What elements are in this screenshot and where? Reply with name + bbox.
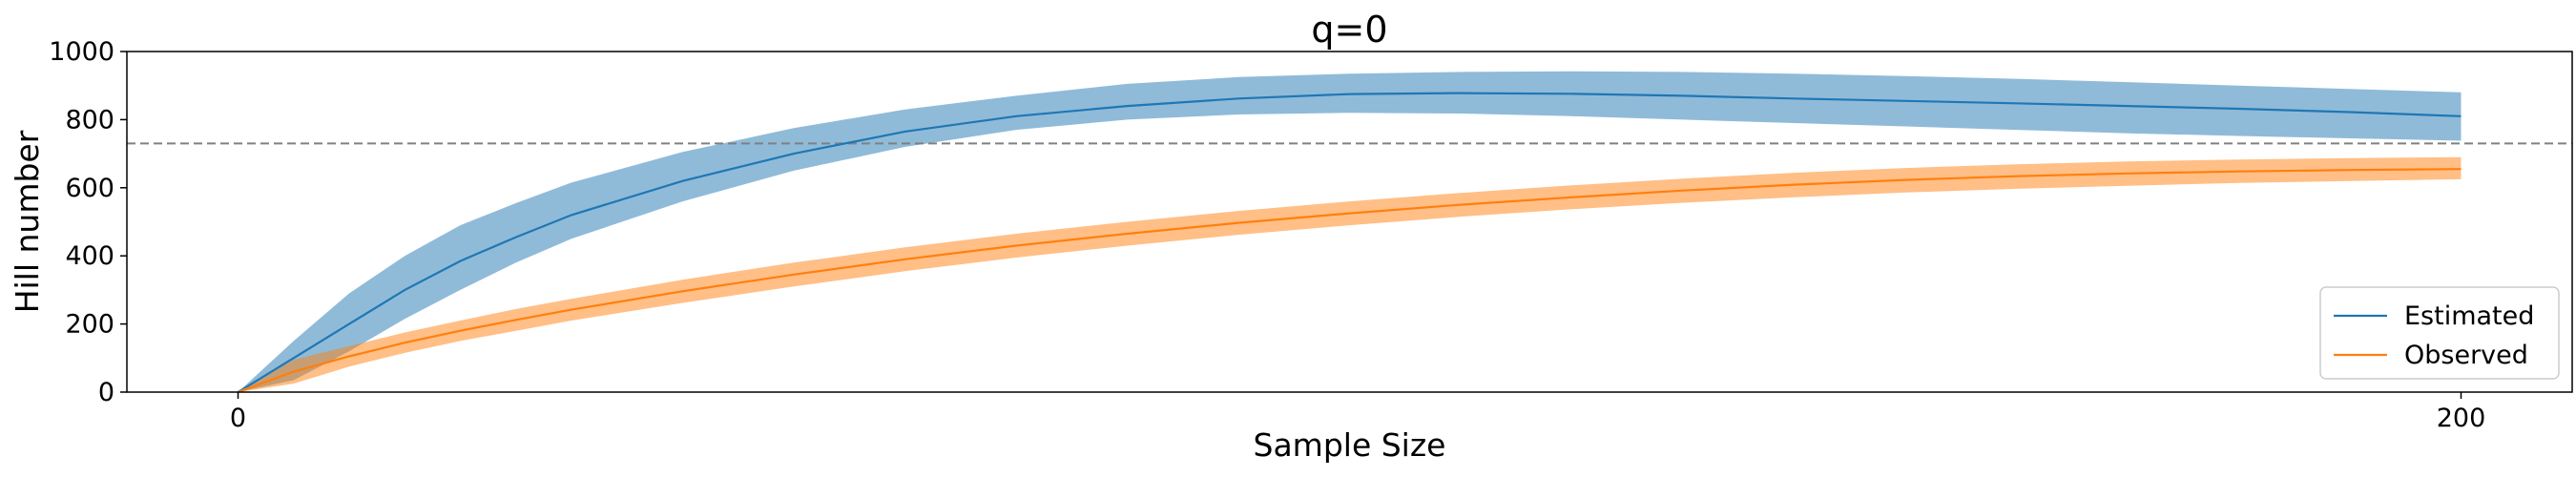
- series-lines: [237, 92, 2462, 394]
- chart-title: q=0: [1311, 9, 1387, 51]
- line-estimated: [237, 92, 2462, 393]
- x-axis-label: Sample Size: [1254, 426, 1446, 464]
- y-tick-label: 600: [65, 174, 114, 203]
- band-estimated: [238, 71, 2462, 392]
- legend: Estimated Observed: [2319, 286, 2560, 380]
- y-tick-label: 1000: [49, 37, 114, 67]
- band-observed: [238, 156, 2462, 392]
- legend-label-observed: Observed: [2404, 341, 2528, 370]
- y-tick-label: 800: [65, 105, 114, 135]
- confidence-bands: [238, 71, 2462, 392]
- x-axis-ticks: 0 200: [230, 392, 2485, 433]
- x-tick-label: 200: [2437, 404, 2486, 433]
- y-axis-label: Hill number: [9, 130, 46, 313]
- y-tick-label: 200: [65, 310, 114, 340]
- line-observed: [238, 168, 2462, 394]
- plot-frame: [126, 51, 2573, 393]
- legend-label-estimated: Estimated: [2404, 301, 2534, 331]
- y-tick-label: 0: [98, 378, 114, 407]
- y-axis-ticks: 0 200 400 600 800 1000: [49, 37, 127, 407]
- y-tick-label: 400: [65, 241, 114, 271]
- x-tick-label: 0: [230, 404, 246, 433]
